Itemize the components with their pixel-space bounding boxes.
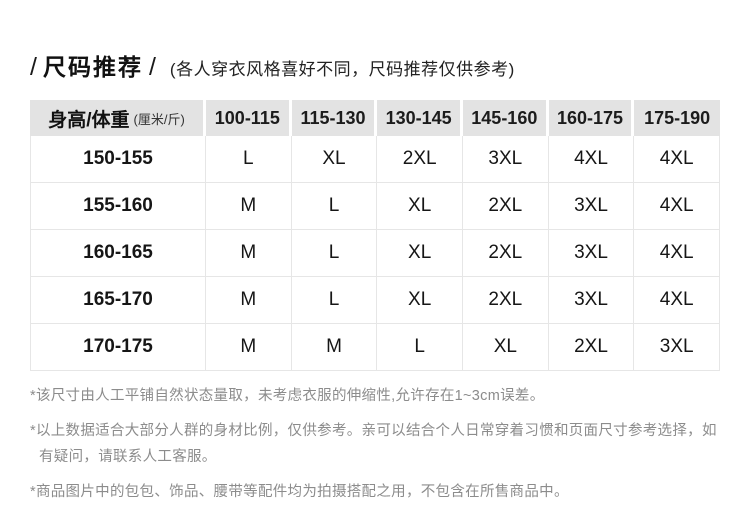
weight-column-header: 130-145: [377, 100, 463, 136]
size-cell: XL: [377, 183, 463, 230]
size-cell: 2XL: [462, 230, 549, 277]
size-cell: 2XL: [462, 183, 549, 230]
footnotes: *该尺寸由人工平铺自然状态量取，未考虑衣服的伸缩性,允许存在1~3cm误差。 *…: [30, 383, 725, 514]
height-range-cell: 155-160: [30, 183, 206, 230]
size-cell: 3XL: [548, 183, 635, 230]
size-cell: 3XL: [548, 277, 635, 324]
footnote-accessories: *商品图片中的包包、饰品、腰带等配件均为拍摄搭配之用，不包含在所售商品中。: [30, 484, 569, 500]
size-cell: L: [291, 230, 378, 277]
size-cell: M: [206, 230, 292, 277]
size-cell: 4XL: [634, 230, 720, 277]
size-cell: 2XL: [548, 324, 635, 371]
corner-header-label: 身高/体重: [48, 109, 130, 131]
weight-column-header: 100-115: [206, 100, 292, 136]
size-recommendation-table: 身高/体重 (厘米/斤) 100-115 115-130 130-145 145…: [30, 100, 720, 371]
weight-column-header: 115-130: [291, 100, 378, 136]
height-range-cell: 170-175: [30, 324, 206, 371]
weight-column-header: 145-160: [462, 100, 549, 136]
size-cell: L: [377, 324, 463, 371]
size-cell: 3XL: [634, 324, 720, 371]
size-cell: M: [206, 277, 292, 324]
size-cell: XL: [377, 230, 463, 277]
size-cell: 3XL: [548, 230, 635, 277]
size-cell: 3XL: [462, 136, 549, 183]
corner-header-unit: (厘米/斤): [133, 111, 185, 127]
size-cell: L: [206, 136, 292, 183]
section-title: 尺码推荐: [42, 54, 143, 80]
size-cell: 4XL: [634, 277, 720, 324]
size-cell: 4XL: [634, 136, 720, 183]
size-cell: M: [206, 324, 292, 371]
height-range-cell: 150-155: [30, 136, 206, 183]
table-corner-header: 身高/体重 (厘米/斤): [30, 100, 206, 136]
weight-column-header: 175-190: [634, 100, 720, 136]
size-cell: 4XL: [548, 136, 635, 183]
height-range-cell: 165-170: [30, 277, 206, 324]
height-range-cell: 160-165: [30, 230, 206, 277]
size-cell: XL: [377, 277, 463, 324]
size-cell: 2XL: [462, 277, 549, 324]
title-slash-right: /: [148, 53, 156, 81]
weight-column-header: 160-175: [548, 100, 635, 136]
footnote-reference: *以上数据适合大部分人群的身材比例，仅供参考。亲可以结合个人日常穿着习惯和页面尺…: [30, 423, 717, 465]
size-cell: XL: [462, 324, 549, 371]
size-cell: M: [206, 183, 292, 230]
size-cell: L: [291, 277, 378, 324]
size-cell: XL: [291, 136, 378, 183]
title-slash-left: /: [30, 53, 37, 81]
size-cell: 4XL: [634, 183, 720, 230]
size-cell: L: [291, 183, 378, 230]
size-cell: 2XL: [377, 136, 463, 183]
section-subtitle: (各人穿衣风格喜好不同，尺码推荐仅供参考): [169, 60, 515, 79]
size-cell: M: [291, 324, 378, 371]
section-title-bar: / 尺码推荐 / (各人穿衣风格喜好不同，尺码推荐仅供参考): [30, 48, 515, 82]
footnote-measurement: *该尺寸由人工平铺自然状态量取，未考虑衣服的伸缩性,允许存在1~3cm误差。: [30, 388, 545, 404]
